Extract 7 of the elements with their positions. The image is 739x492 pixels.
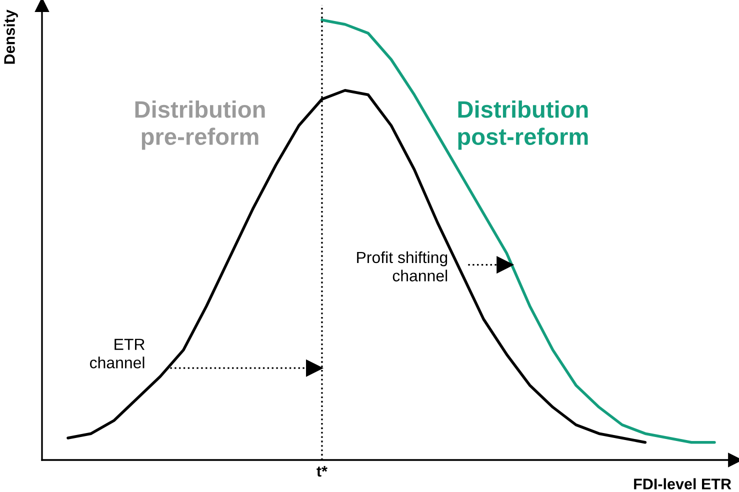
series-label: Distribution post-reform <box>458 100 588 150</box>
x-axis-title: FDI-level ETR <box>634 478 732 490</box>
y-axis-title: Density <box>4 10 18 64</box>
series-label: Distribution pre-reform <box>135 100 265 150</box>
annotation: Profit shifting channel <box>357 251 448 282</box>
text: t* <box>316 466 328 477</box>
annotation: ETR channel <box>90 338 145 368</box>
